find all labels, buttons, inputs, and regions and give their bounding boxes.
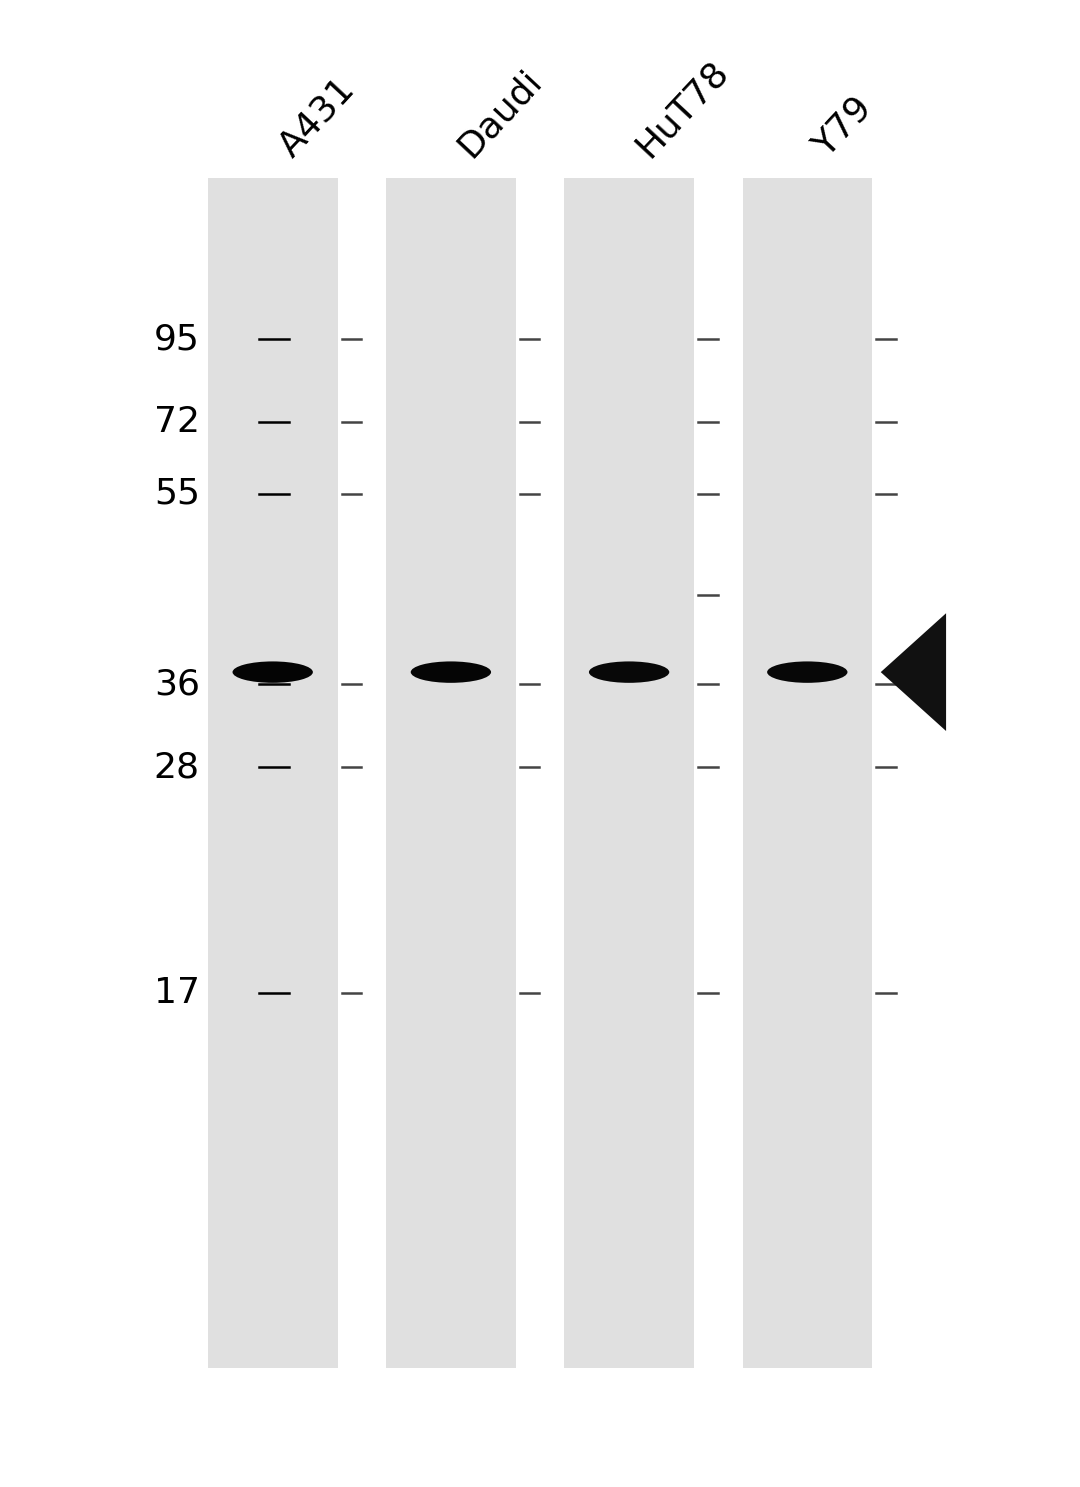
Bar <box>207 178 337 1368</box>
Text: A431: A431 <box>272 71 362 164</box>
Bar <box>743 178 873 1368</box>
Bar <box>387 178 516 1368</box>
Text: 55: 55 <box>153 477 200 510</box>
Text: 17: 17 <box>153 977 200 1010</box>
Text: Daudi: Daudi <box>451 64 548 164</box>
Ellipse shape <box>767 662 848 683</box>
Text: 72: 72 <box>153 406 200 439</box>
Text: HuT78: HuT78 <box>629 54 734 164</box>
Polygon shape <box>880 613 946 732</box>
Text: 28: 28 <box>153 751 200 784</box>
Text: 36: 36 <box>153 668 200 700</box>
Ellipse shape <box>232 662 313 683</box>
Text: 95: 95 <box>154 323 200 355</box>
Bar <box>564 178 693 1368</box>
Ellipse shape <box>589 662 670 683</box>
Ellipse shape <box>410 662 491 683</box>
Text: Y79: Y79 <box>807 91 878 164</box>
